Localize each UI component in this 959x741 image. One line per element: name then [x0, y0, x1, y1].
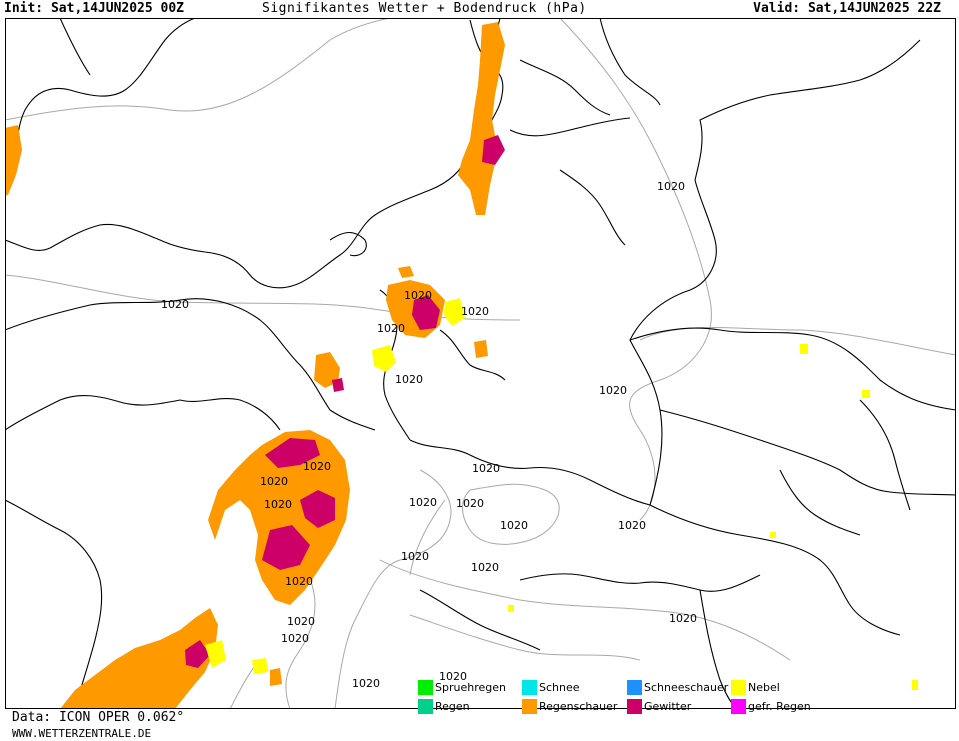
legend-item-schneeschauer: Schneeschauer [627, 680, 728, 696]
isobar-label: 1020 [618, 519, 646, 532]
legend-swatch [627, 699, 642, 714]
data-source: Data: ICON OPER 0.062° [12, 710, 185, 725]
legend-item-schnee: Schnee [522, 680, 580, 696]
legend-label: Gewitter [644, 700, 692, 713]
isobar-label: 1020 [401, 550, 429, 563]
isobar-label: 1020 [395, 373, 423, 386]
legend-swatch [731, 680, 746, 695]
legend-item-nebel: Nebel [731, 680, 780, 696]
legend-item-gefr-regen: gefr. Regen [731, 699, 811, 715]
legend-label: Schnee [539, 681, 580, 694]
isobar-label: 1020 [287, 615, 315, 628]
isobar-label: 1020 [500, 519, 528, 532]
isobar-labels: 1020 1020 1020 1020 1020 1020 1020 1020 … [161, 180, 697, 690]
isobar-label: 1020 [439, 670, 467, 683]
site-credit: WWW.WETTERZENTRALE.DE [12, 727, 152, 740]
legend-label: Spruehregen [435, 681, 506, 694]
weather-map: 1020 1020 1020 1020 1020 1020 1020 1020 … [5, 18, 956, 709]
isobar-label: 1020 [161, 298, 189, 311]
isobar-label: 1020 [377, 322, 405, 335]
isobar-label: 1020 [404, 289, 432, 302]
isobar-label: 1020 [456, 497, 484, 510]
isobar-label: 1020 [281, 632, 309, 645]
isobar-label: 1020 [472, 462, 500, 475]
isobar-label: 1020 [285, 575, 313, 588]
isobar-label: 1020 [471, 561, 499, 574]
isobar-label: 1020 [599, 384, 627, 397]
isobar-label: 1020 [352, 677, 380, 690]
legend-item-regen: Regen [418, 699, 470, 715]
legend-label: Regenschauer [539, 700, 618, 713]
isobar-label: 1020 [260, 475, 288, 488]
init-time: Init: Sat,14JUN2025 00Z [4, 1, 185, 16]
legend-label: gefr. Regen [748, 700, 811, 713]
legend-swatch [731, 699, 746, 714]
isobar-label: 1020 [669, 612, 697, 625]
legend-item-gewitter: Gewitter [627, 699, 691, 715]
legend-label: Nebel [748, 681, 780, 694]
legend-swatch [522, 699, 537, 714]
fog-area [205, 298, 918, 690]
thunderstorm-area [185, 135, 505, 668]
legend-label: Schneeschauer [644, 681, 729, 694]
legend-swatch [418, 699, 433, 714]
isobar-label: 1020 [264, 498, 292, 511]
legend-label: Regen [435, 700, 470, 713]
showers-area [5, 22, 505, 709]
isobar-label: 1020 [409, 496, 437, 509]
legend-item-spruehregen: Spruehregen [418, 680, 506, 696]
legend-item-regenschauer: Regenschauer [522, 699, 617, 715]
isobar-label: 1020 [657, 180, 685, 193]
map-title: Signifikantes Wetter + Bodendruck (hPa) [262, 1, 587, 16]
legend-swatch [627, 680, 642, 695]
isobar-label: 1020 [461, 305, 489, 318]
precipitation-areas [5, 22, 918, 709]
isobar-label: 1020 [303, 460, 331, 473]
valid-time: Valid: Sat,14JUN2025 22Z [753, 1, 941, 16]
legend-swatch [418, 680, 433, 695]
legend-swatch [522, 680, 537, 695]
